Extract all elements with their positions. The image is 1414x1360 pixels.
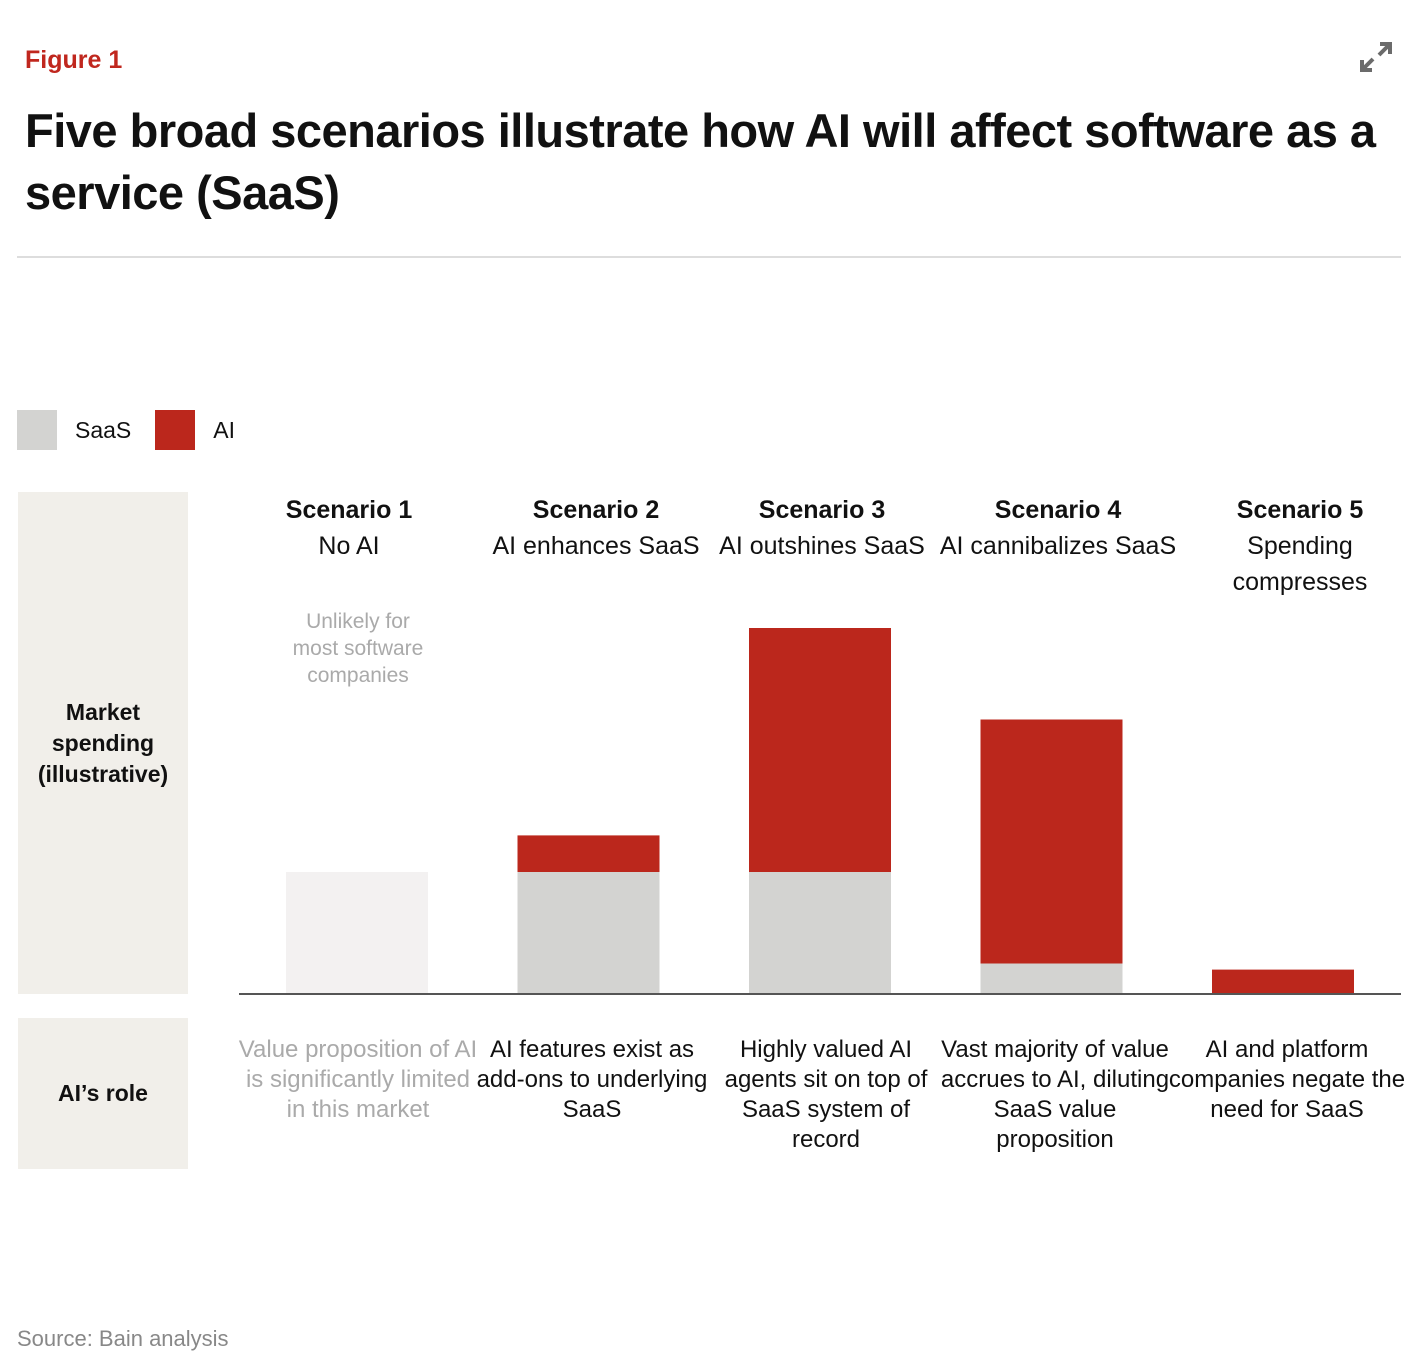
scenario-header: Scenario 1 No AI — [229, 492, 469, 564]
bar-saas-scenario-4 — [980, 963, 1123, 994]
row-label-spending-text: Market spending (illustrative) — [37, 698, 169, 787]
scenario-subtitle: No AI — [318, 532, 380, 560]
scenario-title: Scenario 3 — [758, 496, 886, 524]
legend-swatch-saas — [17, 410, 57, 450]
ai-role-text: AI and platform companies negate the nee… — [1168, 1036, 1406, 1123]
bar-ai-scenario-4 — [980, 719, 1123, 964]
row-label-role: AI’s role — [18, 1018, 188, 1169]
scenario-subtitle: AI outshines SaaS — [719, 532, 925, 560]
ai-role-text: Value proposition of AI is significantly… — [238, 1036, 478, 1123]
bar-saas-scenario-2 — [517, 872, 660, 994]
expand-arrows-icon[interactable] — [1358, 40, 1394, 74]
bar-saas-scenario-1 — [286, 872, 428, 994]
scenario-header: Scenario 4 AI cannibalizes SaaS — [938, 492, 1178, 564]
scenario-title: Scenario 1 — [285, 496, 413, 524]
scenario-subtitle: Spending compresses — [1232, 532, 1368, 596]
bar-ai-scenario-2 — [517, 835, 660, 872]
figure-label: Figure 1 — [25, 46, 123, 74]
scenario-title: Scenario 2 — [532, 496, 660, 524]
chart-title: Five broad scenarios illustrate how AI w… — [25, 104, 1376, 219]
legend-label-ai: AI — [213, 416, 235, 443]
scenario-title: Scenario 4 — [994, 496, 1122, 524]
divider — [17, 256, 1401, 258]
scenario-header: Scenario 5 Spending compresses — [1180, 492, 1414, 600]
bar-saas-scenario-3 — [749, 872, 891, 994]
ai-role-text: Vast majority of value accrues to AI, di… — [940, 1036, 1170, 1153]
ai-role-text: AI features exist as add-ons to underlyi… — [476, 1036, 708, 1123]
row-label-spending: Market spending (illustrative) — [18, 492, 188, 994]
scenario-title: Scenario 5 — [1236, 496, 1364, 524]
scenario-subtitle: AI enhances SaaS — [492, 532, 700, 560]
annotation: Unlikely for most software companies — [292, 610, 424, 687]
bar-ai-scenario-5 — [1212, 969, 1354, 994]
scenario-header: Scenario 2 AI enhances SaaS — [476, 492, 716, 564]
row-label-role-text: AI’s role — [58, 1080, 148, 1106]
source-note: Source: Bain analysis — [17, 1326, 229, 1351]
legend-swatch-ai — [155, 410, 196, 450]
legend-label-saas: SaaS — [75, 416, 132, 443]
bar-ai-scenario-3 — [749, 628, 891, 872]
scenario-header: Scenario 3 AI outshines SaaS — [702, 492, 942, 564]
ai-role-text: Highly valued AI agents sit on top of Sa… — [724, 1036, 928, 1153]
scenario-subtitle: AI cannibalizes SaaS — [939, 532, 1177, 560]
legend: SaaS AI — [17, 410, 259, 450]
